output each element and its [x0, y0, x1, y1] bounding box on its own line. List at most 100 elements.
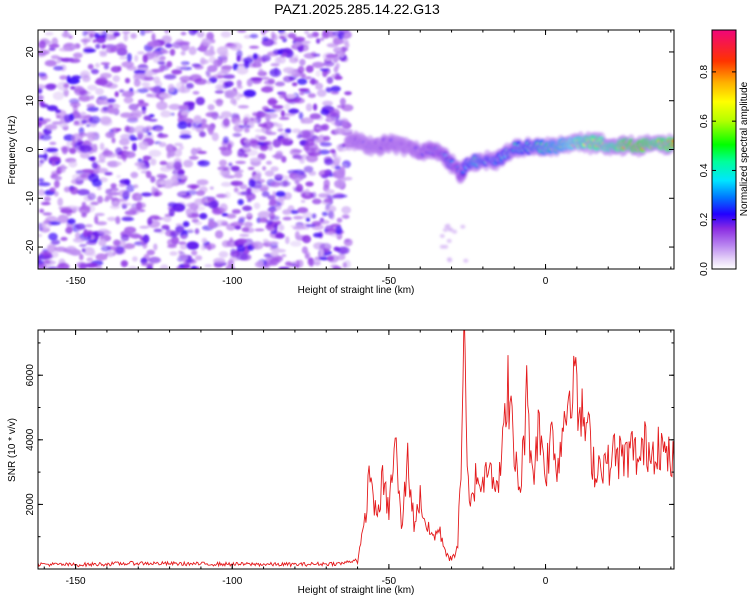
noise-blob: [271, 154, 282, 158]
noise-blob: [133, 79, 141, 87]
noise-blob: [117, 65, 122, 72]
noise-blob: [145, 70, 154, 77]
signal-stray: [442, 228, 448, 232]
spectrogram-x-axis-title: Height of straight line (km): [298, 285, 415, 296]
noise-blob: [116, 161, 122, 166]
noise-blob: [151, 186, 156, 195]
noise-blob: [173, 161, 182, 170]
noise-blob: [216, 219, 227, 223]
noise-blob: [309, 260, 314, 268]
noise-blob: [79, 263, 87, 269]
noise-blob: [344, 91, 352, 96]
noise-blob: [160, 65, 166, 70]
noise-blob: [248, 179, 256, 188]
noise-blob: [269, 198, 277, 206]
noise-blob: [322, 101, 333, 106]
noise-blob: [39, 134, 52, 141]
x-tick-label: -150: [66, 576, 86, 587]
noise-blob: [95, 264, 103, 269]
noise-blob: [213, 59, 223, 68]
noise-blob: [204, 264, 213, 268]
noise-blob: [243, 221, 253, 228]
noise-blob: [38, 163, 43, 167]
noise-blob: [263, 140, 273, 146]
noise-blob: [171, 181, 180, 187]
noise-blob: [175, 225, 185, 233]
y-tick-label: 10: [25, 95, 36, 107]
colorbar: 0.0 0.2 0.4 0.6 0.8 Normalized spectral ampl…: [699, 29, 750, 276]
signal-stray: [446, 238, 452, 243]
noise-blob: [66, 140, 73, 147]
noise-blob: [132, 256, 138, 262]
noise-blob: [43, 196, 51, 202]
noise-blob: [86, 106, 99, 112]
noise-blob: [57, 262, 70, 269]
noise-blob: [297, 65, 305, 74]
noise-blob: [100, 245, 112, 252]
noise-blob: [327, 194, 337, 200]
noise-blob: [333, 66, 339, 73]
noise-blob: [146, 249, 155, 256]
noise-blob: [57, 197, 64, 207]
noise-blob: [53, 175, 62, 181]
noise-blob: [107, 98, 116, 103]
noise-blob: [287, 32, 297, 39]
noise-blob: [254, 228, 265, 232]
noise-blob: [227, 259, 235, 267]
noise-blob: [169, 251, 178, 256]
noise-blob: [305, 138, 315, 147]
noise-blob: [100, 80, 113, 88]
noise-blob: [275, 56, 282, 65]
noise-blob: [305, 103, 313, 112]
noise-blob: [45, 40, 51, 46]
noise-blob: [128, 116, 138, 121]
snr-x-axis-title: Height of straight line (km): [298, 585, 415, 596]
noise-blob: [90, 201, 99, 206]
noise-blob: [114, 43, 127, 51]
noise-blob: [186, 241, 200, 250]
noise-blob: [188, 30, 198, 36]
noise-blob: [49, 187, 56, 193]
noise-blob: [320, 108, 330, 116]
noise-blob: [339, 97, 346, 106]
noise-blob: [215, 98, 224, 107]
noise-blob: [180, 31, 187, 36]
noise-blob: [56, 115, 61, 119]
signal-core: [671, 139, 674, 143]
noise-blob: [330, 85, 341, 92]
noise-blob: [210, 199, 219, 209]
noise-blob: [243, 34, 252, 39]
noise-blob: [275, 205, 282, 211]
noise-blob: [277, 127, 284, 132]
noise-blob: [302, 235, 312, 244]
noise-blob: [110, 183, 117, 189]
noise-blob: [326, 255, 335, 262]
noise-blob: [175, 223, 184, 227]
noise-blob: [183, 262, 191, 269]
noise-blob: [289, 77, 295, 81]
noise-blob: [131, 142, 137, 152]
signal-stray: [446, 257, 452, 262]
noise-blob: [177, 192, 187, 196]
noise-blob: [155, 127, 163, 133]
noise-blob: [230, 165, 240, 172]
noise-blob: [206, 80, 212, 85]
noise-blob: [69, 186, 79, 195]
noise-blob: [142, 234, 150, 244]
noise-blob: [294, 231, 300, 240]
noise-blob: [219, 159, 227, 167]
noise-blob: [123, 32, 129, 42]
noise-blob: [222, 136, 229, 144]
noise-blob: [282, 52, 288, 57]
noise-blob: [120, 234, 130, 242]
noise-blob: [317, 219, 330, 225]
noise-blob: [42, 212, 53, 216]
noise-blob: [196, 190, 205, 196]
noise-blob: [49, 141, 57, 145]
noise-blob: [267, 241, 279, 245]
noise-blob: [315, 126, 321, 130]
noise-blob: [79, 243, 87, 248]
noise-blob: [291, 174, 304, 182]
noise-blob: [325, 53, 337, 59]
